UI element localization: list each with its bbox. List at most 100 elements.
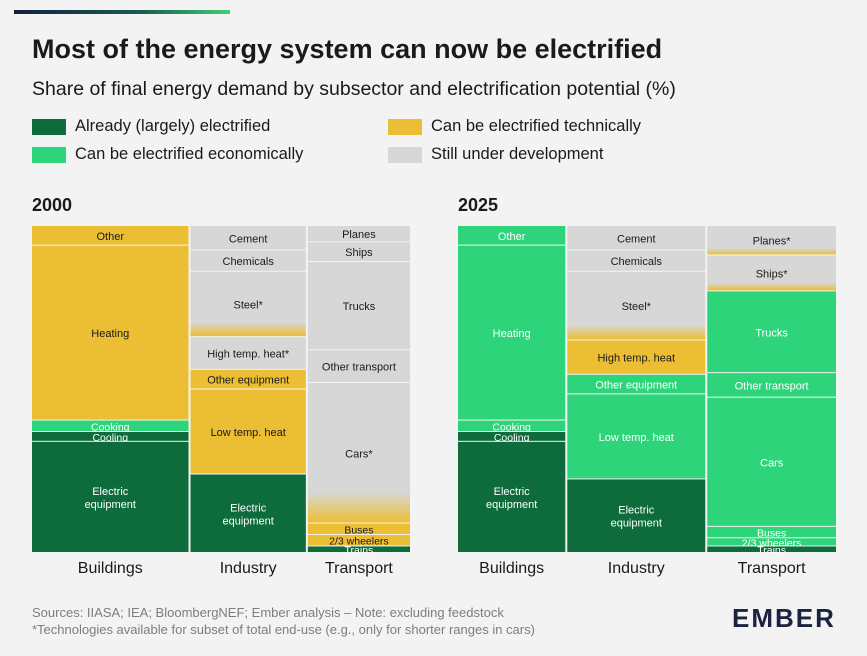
segment-buildings-other bbox=[32, 226, 189, 245]
segment-industry-other-equipment bbox=[567, 374, 706, 394]
label-transport-planes: Planes* bbox=[753, 236, 792, 248]
segment-transport-cars bbox=[707, 397, 836, 526]
label-industry-low-temp-heat: Low temp. heat bbox=[599, 432, 674, 444]
label-industry-electric-equipment: Electric equipment bbox=[611, 505, 662, 530]
segment-transport-2-3-wheelers bbox=[307, 535, 410, 546]
legend-label-development: Still under development bbox=[431, 145, 604, 163]
label-industry-chemicals: Chemicals bbox=[223, 256, 275, 268]
label-transport-cars: Cars* bbox=[345, 448, 373, 460]
segment-industry-steel bbox=[190, 271, 306, 337]
segment-transport-trucks bbox=[707, 291, 836, 373]
label-transport-trains: Trains bbox=[757, 545, 786, 553]
sector-label-transport-2025: Transport bbox=[737, 560, 806, 577]
label-buildings-other: Other bbox=[97, 231, 125, 243]
label-transport-ships: Ships* bbox=[756, 268, 789, 280]
year-label-2025: 2025 bbox=[458, 195, 499, 215]
label-industry-chemicals: Chemicals bbox=[611, 256, 663, 268]
segment-transport-cars bbox=[307, 382, 410, 523]
legend-swatch-economic bbox=[32, 146, 66, 163]
segment-transport-buses bbox=[307, 523, 410, 535]
label-industry-electric-equipment: Electric equipment bbox=[222, 502, 273, 527]
segment-buildings-cooling bbox=[458, 432, 566, 441]
label-industry-steel: Steel* bbox=[622, 301, 652, 313]
label-transport-2-3-wheelers: 2/3 wheelers bbox=[329, 536, 389, 548]
year-label-2000: 2000 bbox=[32, 195, 73, 215]
segment-buildings-other bbox=[458, 226, 566, 245]
label-transport-trucks: Trucks bbox=[343, 301, 376, 313]
segment-transport-planes bbox=[707, 226, 836, 255]
segment-industry-low-temp-heat bbox=[567, 394, 706, 479]
legend-item-development: Still under development bbox=[388, 145, 603, 164]
label-buildings-cooling: Cooling bbox=[494, 432, 530, 444]
segment-industry-chemicals bbox=[567, 250, 706, 271]
label-industry-other-equipment: Other equipment bbox=[207, 375, 289, 387]
legend-item-already: Already (largely) electrified bbox=[32, 117, 270, 136]
segment-industry-cement bbox=[190, 226, 306, 250]
label-transport-other-transport: Other transport bbox=[735, 380, 809, 392]
label-transport-other-transport: Other transport bbox=[322, 362, 396, 374]
chart-title: Most of the energy system can now be ele… bbox=[32, 34, 663, 64]
label-transport-trains: Trains bbox=[345, 545, 374, 553]
segment-industry-other-equipment bbox=[190, 369, 306, 389]
label-industry-low-temp-heat: Low temp. heat bbox=[211, 427, 286, 439]
segment-industry-low-temp-heat bbox=[190, 389, 306, 474]
label-transport-planes: Planes bbox=[342, 229, 376, 241]
label-industry-cement: Cement bbox=[617, 233, 656, 245]
segment-transport-other-transport bbox=[307, 350, 410, 382]
segment-industry-high-temp-heat bbox=[190, 337, 306, 369]
segment-industry-steel bbox=[567, 271, 706, 340]
label-buildings-other: Other bbox=[498, 231, 526, 243]
segment-transport-2-3-wheelers bbox=[707, 538, 836, 546]
label-buildings-cooling: Cooling bbox=[92, 432, 128, 444]
sector-label-industry-2025: Industry bbox=[607, 560, 665, 577]
brand-accent-bar bbox=[14, 10, 230, 14]
label-transport-buses: Buses bbox=[344, 524, 373, 536]
footnote: *Technologies available for subset of to… bbox=[32, 622, 535, 637]
label-industry-steel: Steel* bbox=[234, 299, 264, 311]
label-buildings-cooking: Cooking bbox=[91, 421, 130, 433]
sector-label-buildings-2025: Buildings bbox=[479, 560, 545, 577]
legend-label-economic: Can be electrified economically bbox=[75, 145, 304, 163]
label-transport-trucks: Trucks bbox=[755, 327, 788, 339]
label-transport-ships: Ships bbox=[345, 247, 373, 259]
label-buildings-electric-equipment: Electric equipment bbox=[486, 486, 537, 511]
segment-buildings-cooking bbox=[32, 420, 189, 432]
segment-industry-cement bbox=[567, 226, 706, 250]
segment-industry-chemicals bbox=[190, 250, 306, 271]
segment-buildings-cooking bbox=[458, 420, 566, 432]
label-transport-2-3-wheelers: 2/3 wheelers bbox=[742, 537, 802, 549]
segment-transport-trucks bbox=[307, 261, 410, 350]
legend-label-already: Already (largely) electrified bbox=[75, 117, 271, 135]
sector-label-buildings-2000: Buildings bbox=[77, 560, 143, 577]
segment-transport-trains bbox=[307, 546, 410, 552]
sector-label-transport-2000: Transport bbox=[324, 560, 393, 577]
segment-transport-ships bbox=[707, 255, 836, 291]
legend-item-technical: Can be electrified technically bbox=[388, 117, 641, 136]
segment-buildings-cooling bbox=[32, 432, 189, 441]
segment-transport-other-transport bbox=[707, 373, 836, 397]
segment-buildings-heating bbox=[458, 245, 566, 420]
segment-buildings-electric-equipment bbox=[458, 441, 566, 552]
segment-transport-trains bbox=[707, 546, 836, 552]
segment-industry-electric-equipment bbox=[567, 479, 706, 552]
legend-label-technical: Can be electrified technically bbox=[431, 117, 642, 135]
legend-swatch-technical bbox=[388, 118, 422, 135]
label-industry-high-temp-heat: High temp. heat* bbox=[207, 349, 290, 361]
label-industry-other-equipment: Other equipment bbox=[595, 380, 677, 392]
label-transport-buses: Buses bbox=[757, 528, 786, 540]
segment-industry-high-temp-heat bbox=[567, 340, 706, 374]
label-industry-cement: Cement bbox=[229, 233, 268, 245]
segment-transport-planes bbox=[307, 226, 410, 242]
legend-swatch-development bbox=[388, 146, 422, 163]
segment-transport-ships bbox=[307, 242, 410, 261]
label-buildings-electric-equipment: Electric equipment bbox=[85, 486, 136, 511]
label-industry-high-temp-heat: High temp. heat bbox=[597, 353, 675, 365]
sector-label-industry-2000: Industry bbox=[219, 560, 277, 577]
segment-transport-buses bbox=[707, 526, 836, 538]
legend-item-economic: Can be electrified economically bbox=[32, 145, 303, 164]
legend-swatch-already bbox=[32, 118, 66, 135]
segment-buildings-electric-equipment bbox=[32, 441, 189, 552]
label-buildings-heating: Heating bbox=[91, 328, 129, 340]
